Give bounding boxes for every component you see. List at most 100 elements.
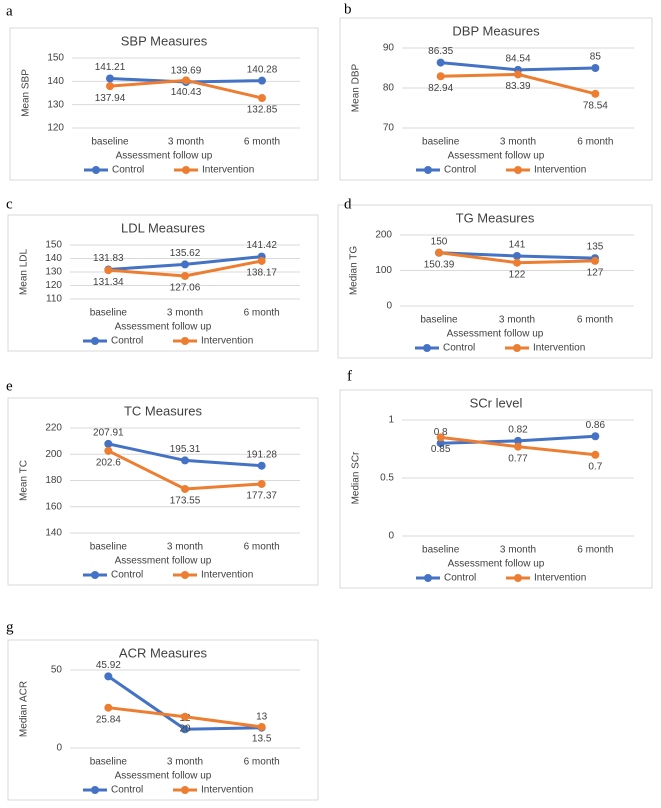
data-label: 122 bbox=[509, 269, 526, 280]
legend-label: Intervention bbox=[201, 785, 253, 796]
data-point bbox=[436, 439, 445, 448]
chart-frame bbox=[7, 397, 319, 586]
data-label: 82.94 bbox=[428, 83, 453, 94]
data-point bbox=[181, 484, 189, 493]
data-label: 173.55 bbox=[170, 496, 201, 507]
legend-marker bbox=[182, 166, 190, 174]
y-tick-label: 50 bbox=[51, 665, 63, 676]
x-axis-title: Assessment follow up bbox=[448, 151, 545, 162]
y-tick-label: 100 bbox=[375, 265, 392, 276]
legend-marker bbox=[91, 786, 99, 794]
data-point bbox=[435, 248, 443, 257]
data-point bbox=[513, 258, 521, 267]
y-tick-label: 0 bbox=[56, 743, 62, 754]
x-axis-title: Assessment follow up bbox=[115, 322, 212, 333]
chart-title: SCr level bbox=[470, 395, 523, 410]
legend-label: Control bbox=[111, 336, 143, 347]
data-point bbox=[436, 58, 445, 67]
data-point bbox=[591, 64, 600, 72]
chart-frame bbox=[7, 639, 319, 801]
x-axis-title: Assessment follow up bbox=[115, 556, 212, 567]
x-tick-label: 3 month bbox=[168, 137, 204, 148]
y-tick-label: 120 bbox=[45, 280, 62, 291]
legend-label: Intervention bbox=[534, 573, 586, 584]
x-tick-label: 6 month bbox=[244, 757, 280, 768]
x-axis-title: Assessment follow up bbox=[447, 329, 544, 340]
data-point bbox=[591, 450, 600, 459]
x-tick-label: 6 month bbox=[577, 545, 613, 556]
x-tick-label: baseline bbox=[422, 545, 460, 556]
y-axis-title: Median TG bbox=[349, 246, 360, 296]
x-tick-label: 6 month bbox=[244, 542, 280, 553]
data-label: 25.84 bbox=[96, 714, 121, 725]
legend-marker bbox=[181, 337, 189, 345]
data-label: 150 bbox=[431, 236, 448, 247]
data-point bbox=[104, 672, 113, 681]
legend-marker bbox=[181, 786, 189, 794]
x-tick-label: baseline bbox=[422, 137, 460, 148]
data-label: 78.54 bbox=[583, 100, 608, 111]
x-tick-label: 3 month bbox=[167, 542, 203, 553]
y-tick-label: 0.5 bbox=[380, 473, 394, 484]
legend-marker bbox=[91, 571, 99, 579]
y-tick-label: 140 bbox=[47, 76, 64, 87]
data-point bbox=[257, 722, 266, 731]
y-tick-label: 110 bbox=[46, 294, 62, 305]
data-point bbox=[104, 703, 113, 712]
data-label: 0.8 bbox=[434, 427, 448, 438]
data-point bbox=[257, 461, 266, 470]
data-point bbox=[514, 442, 522, 451]
legend-label: Control bbox=[112, 165, 144, 176]
data-label: 202.6 bbox=[96, 457, 121, 468]
data-label: 86.35 bbox=[428, 46, 453, 57]
data-label: 131.83 bbox=[93, 253, 124, 264]
legend-marker bbox=[513, 344, 521, 352]
data-label: 45.92 bbox=[96, 660, 121, 671]
data-point bbox=[181, 456, 189, 465]
data-point bbox=[106, 82, 114, 91]
x-tick-label: baseline bbox=[90, 542, 128, 553]
data-point bbox=[181, 271, 189, 280]
legend-marker bbox=[424, 574, 432, 582]
y-tick-label: 80 bbox=[383, 83, 395, 94]
chart-title: TC Measures bbox=[124, 403, 203, 418]
chart-title: ACR Measures bbox=[119, 645, 208, 660]
legend-label: Intervention bbox=[534, 165, 586, 176]
chart-frame bbox=[9, 27, 319, 181]
data-point bbox=[182, 76, 190, 85]
legend-marker bbox=[91, 337, 99, 345]
panel-label: b bbox=[344, 1, 352, 17]
data-label: 20 bbox=[179, 723, 191, 734]
x-axis-title: Assessment follow up bbox=[448, 559, 545, 570]
x-axis-title: Assessment follow up bbox=[115, 771, 212, 782]
chart-frame bbox=[337, 204, 653, 359]
data-label: 0.86 bbox=[586, 420, 606, 431]
legend-label: Intervention bbox=[202, 165, 254, 176]
data-label: 138.17 bbox=[246, 268, 277, 279]
y-tick-label: 90 bbox=[383, 43, 395, 54]
data-label: 207.91 bbox=[93, 428, 124, 439]
data-label: 127 bbox=[587, 268, 604, 279]
legend-label: Control bbox=[111, 570, 143, 581]
x-tick-label: baseline bbox=[90, 308, 128, 319]
x-axis-title: Assessment follow up bbox=[116, 151, 213, 162]
y-axis-title: Mean DBP bbox=[351, 63, 362, 112]
x-tick-label: 3 month bbox=[167, 757, 203, 768]
data-label: 141.42 bbox=[246, 240, 277, 251]
data-label: 0.85 bbox=[431, 444, 451, 455]
y-tick-label: 0 bbox=[388, 531, 394, 542]
data-label: 84.54 bbox=[505, 53, 530, 64]
y-tick-label: 120 bbox=[47, 123, 64, 134]
y-tick-label: 0 bbox=[386, 301, 392, 312]
data-label: 131.34 bbox=[93, 277, 124, 288]
data-point bbox=[513, 251, 521, 260]
legend-label: Intervention bbox=[533, 343, 585, 354]
data-point bbox=[181, 725, 189, 734]
data-point bbox=[257, 256, 266, 265]
data-label: 139.69 bbox=[171, 66, 202, 77]
data-label: 150.39 bbox=[424, 259, 455, 270]
data-point bbox=[514, 436, 522, 445]
panel-label: c bbox=[6, 196, 13, 212]
y-tick-label: 220 bbox=[45, 423, 62, 434]
